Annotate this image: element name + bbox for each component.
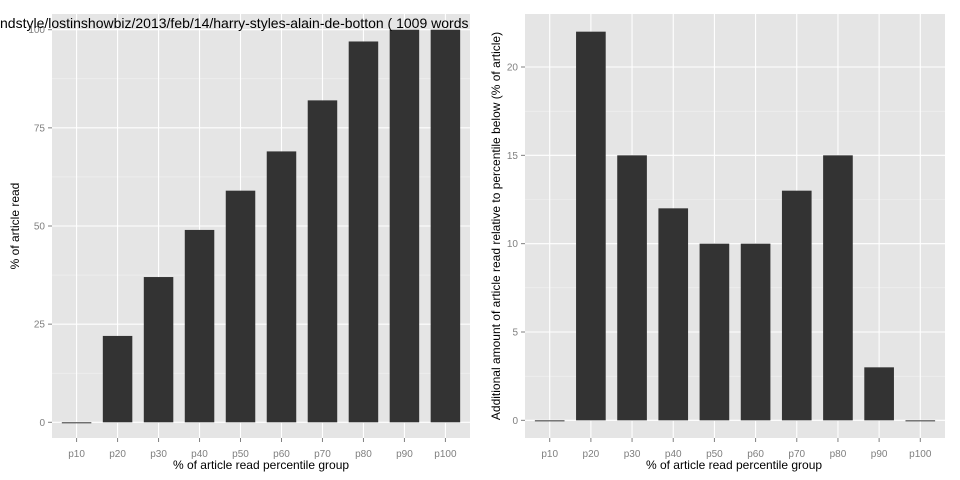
x-tick-label: p30 — [624, 449, 641, 460]
bar-p20 — [576, 31, 606, 421]
bars-left — [61, 29, 461, 424]
x-tick-label: p80 — [355, 449, 372, 460]
bars-right — [534, 31, 936, 422]
y-tick-label: 20 — [507, 63, 519, 74]
bar-p70 — [781, 190, 812, 421]
x-tick-label: p90 — [871, 449, 888, 460]
bar-p90 — [864, 367, 894, 421]
bar-p30 — [143, 277, 174, 423]
bar-p10 — [534, 420, 565, 422]
x-tick-label: p50 — [232, 449, 249, 460]
y-tick-label: 15 — [507, 151, 519, 162]
x-axis-ticks-left: p10 p20 p30 p40 p50 p60 p70 p80 p90 p100 — [68, 438, 457, 460]
bar-p10 — [61, 422, 92, 424]
chart-right: 0 5 10 15 20 p10 p20 p30 p40 p50 p60 p70 p80 p90 p100… — [489, 14, 945, 472]
x-tick-label: p10 — [541, 449, 558, 460]
y-tick-label: 50 — [34, 222, 46, 233]
y-tick-label: 0 — [512, 416, 518, 427]
x-tick-label: p70 — [314, 449, 331, 460]
x-tick-label: p100 — [909, 449, 932, 460]
x-tick-label: p30 — [150, 449, 167, 460]
bar-p80 — [823, 155, 853, 421]
y-tick-label: 25 — [34, 320, 46, 331]
bar-p20 — [102, 335, 133, 423]
x-axis-ticks-right: p10 p20 p30 p40 p50 p60 p70 p80 p90 p100 — [541, 438, 932, 460]
x-tick-label: p100 — [434, 449, 457, 460]
y-axis-label-right: Additional amount of article read relati… — [489, 32, 503, 420]
x-tick-label: p20 — [583, 449, 600, 460]
bar-p90 — [389, 29, 420, 423]
x-tick-label: p90 — [396, 449, 413, 460]
chart-title: ndstyle/lostinshowbiz/2013/feb/14/harry-… — [0, 15, 468, 31]
y-tick-label: 100 — [28, 25, 45, 36]
x-tick-label: p70 — [788, 449, 805, 460]
x-tick-label: p40 — [665, 449, 682, 460]
bar-p50 — [225, 190, 256, 423]
bar-p80 — [348, 41, 379, 423]
x-tick-label: p60 — [747, 449, 764, 460]
y-tick-label: 10 — [507, 239, 519, 250]
bar-p50 — [699, 243, 730, 421]
bar-p40 — [658, 208, 689, 421]
y-tick-label: 0 — [39, 418, 45, 429]
bar-p30 — [617, 155, 647, 421]
bar-p100 — [430, 29, 461, 423]
y-tick-label: 5 — [512, 328, 518, 339]
y-axis-ticks-right: 0 5 10 15 20 — [507, 63, 525, 427]
y-axis-ticks-left: 0 25 50 75 100 — [28, 25, 52, 429]
y-axis-label-left: % of article read — [8, 183, 22, 270]
x-axis-label-right: % of article read percentile group — [646, 458, 822, 472]
bar-p60 — [266, 151, 297, 423]
y-tick-label: 75 — [34, 123, 46, 134]
x-tick-label: p20 — [109, 449, 126, 460]
x-tick-label: p80 — [830, 449, 847, 460]
bar-p70 — [307, 100, 338, 423]
x-tick-label: p60 — [273, 449, 290, 460]
x-tick-label: p50 — [706, 449, 723, 460]
x-tick-label: p40 — [191, 449, 208, 460]
x-tick-label: p10 — [68, 449, 85, 460]
bar-p60 — [740, 243, 771, 421]
bar-p100 — [905, 420, 936, 422]
bar-p40 — [184, 229, 215, 423]
x-axis-label-left: % of article read percentile group — [173, 458, 349, 472]
